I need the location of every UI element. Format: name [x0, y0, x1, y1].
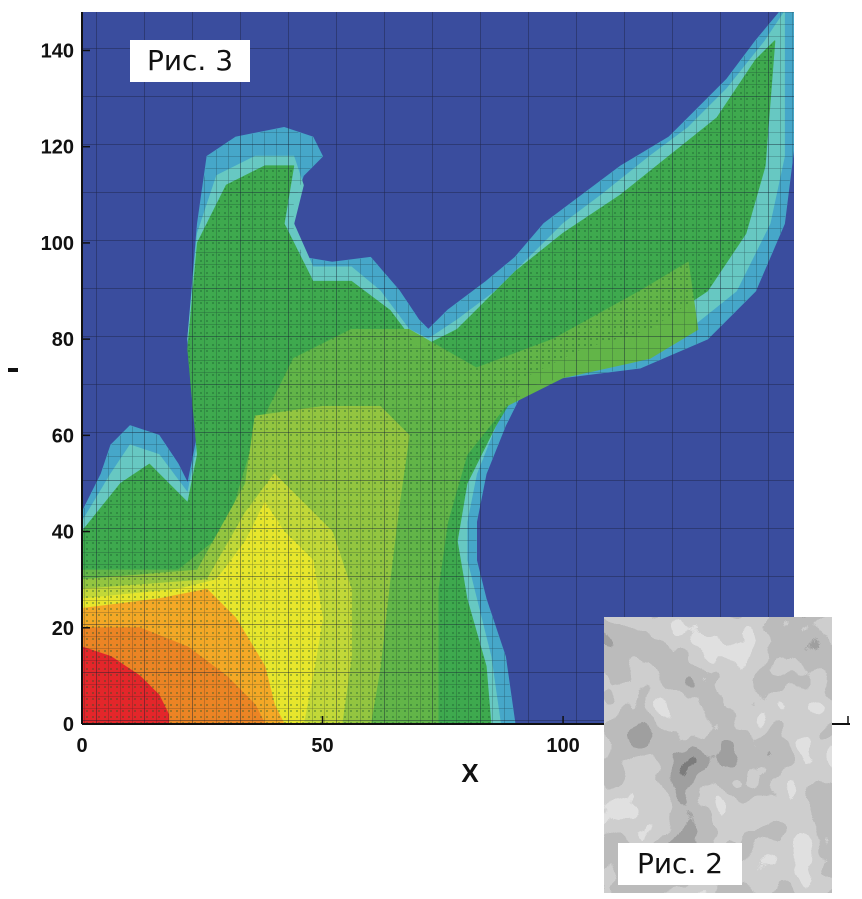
- y-tick-label: 120: [41, 137, 74, 159]
- y-ticks: 0 20 40 60 80 100 120 140: [41, 40, 90, 736]
- y-tick-label: 40: [52, 522, 74, 544]
- plot-area: [82, 12, 794, 724]
- x-tick-label: 50: [311, 735, 333, 757]
- refined-mesh-nodes: [82, 40, 775, 724]
- mesh-fine-overlay: [82, 12, 794, 724]
- y-tick-label: 60: [52, 425, 74, 447]
- x-ticks: 0 50 100: [76, 716, 580, 757]
- x-tick-label: 0: [76, 735, 87, 757]
- y-tick-label: 80: [52, 329, 74, 351]
- y-tick-label: 140: [41, 40, 74, 62]
- figure-3-caption: Рис. 3: [130, 40, 250, 82]
- x-tick-label: 100: [546, 735, 579, 757]
- y-tick-label: 0: [63, 714, 74, 736]
- figure-2-caption: Рис. 2: [618, 843, 742, 885]
- x-axis-label: X: [461, 758, 479, 788]
- y-tick-label: 20: [52, 618, 74, 640]
- y-tick-label: 100: [41, 233, 74, 255]
